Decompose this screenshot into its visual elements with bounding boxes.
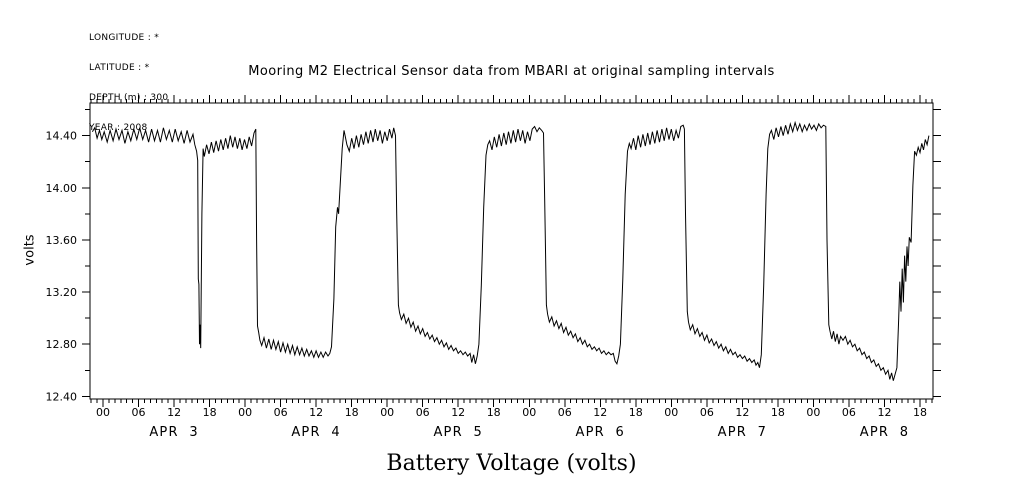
x-tick-label: 06 [132, 406, 146, 419]
metadata-latitude: LATITUDE : * [89, 63, 150, 73]
x-tick-label: 18 [771, 406, 785, 419]
metadata-year: YEAR : 2008 [89, 123, 148, 133]
x-tick-label: 06 [416, 406, 430, 419]
x-tick-label: 00 [664, 406, 678, 419]
x-tick-label: 00 [96, 406, 110, 419]
chart-title: Mooring M2 Electrical Sensor data from M… [248, 64, 775, 79]
y-tick-label: 12.80 [46, 338, 78, 351]
y-tick-label: 14.40 [46, 130, 78, 143]
x-tick-label: 00 [806, 406, 820, 419]
x-tick-label: 06 [558, 406, 572, 419]
x-tick-label: 12 [593, 406, 607, 419]
y-tick-label: 13.60 [46, 234, 78, 247]
x-tick-label: 00 [238, 406, 252, 419]
metadata-block: LONGITUDE : * LATITUDE : * DEPTH (m) : 3… [89, 13, 168, 153]
x-day-label: APR 7 [718, 425, 768, 440]
x-tick-label: 18 [629, 406, 643, 419]
y-tick-label: 14.00 [46, 182, 78, 195]
x-tick-label: 18 [203, 406, 217, 419]
x-tick-label: 12 [167, 406, 181, 419]
x-tick-label: 18 [913, 406, 927, 419]
x-tick-label: 06 [274, 406, 288, 419]
y-tick-label: 13.20 [46, 286, 78, 299]
axis-ticks [82, 95, 941, 407]
x-axis-caption: Battery Voltage (volts) [386, 451, 637, 476]
x-tick-label: 12 [735, 406, 749, 419]
x-day-label: APR 6 [576, 425, 626, 440]
x-day-label: APR 8 [860, 425, 910, 440]
x-tick-label: 06 [700, 406, 714, 419]
x-tick-label: 06 [842, 406, 856, 419]
x-day-label: APR 5 [433, 425, 483, 440]
metadata-longitude: LONGITUDE : * [89, 33, 159, 43]
x-tick-label: 18 [345, 406, 359, 419]
x-tick-label: 12 [451, 406, 465, 419]
x-tick-label: 18 [487, 406, 501, 419]
x-tick-label: 12 [309, 406, 323, 419]
metadata-depth: DEPTH (m) : 300 [89, 93, 169, 103]
voltage-line [91, 120, 930, 381]
plot-frame [89, 102, 934, 400]
y-tick-label: 12.40 [46, 390, 78, 403]
x-tick-label: 00 [380, 406, 394, 419]
x-tick-label: 12 [878, 406, 892, 419]
x-tick-label: 00 [522, 406, 536, 419]
x-day-label: APR 4 [291, 425, 341, 440]
x-day-label: APR 3 [149, 425, 199, 440]
